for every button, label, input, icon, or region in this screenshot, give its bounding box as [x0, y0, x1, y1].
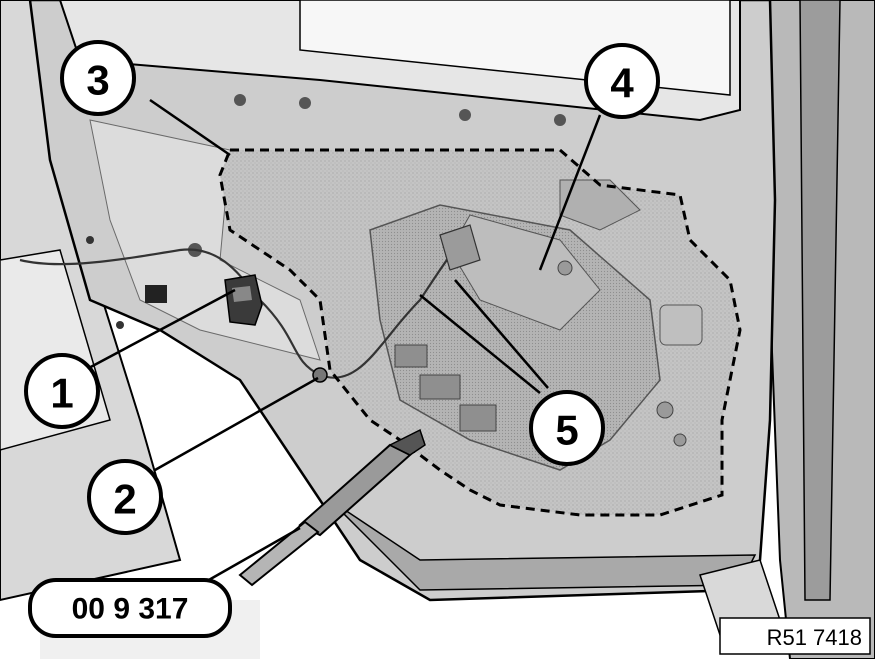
callout-5-label: 5 [555, 407, 578, 454]
figure-reference: R51 7418 [719, 617, 871, 655]
callout-1-label: 1 [50, 370, 73, 417]
callout-3-label: 3 [86, 57, 109, 104]
callout-4-label: 4 [610, 60, 634, 107]
callout-4: 4 [584, 43, 660, 119]
callout-2-label: 2 [113, 476, 136, 523]
tool-number-label: 00 9 317 [28, 578, 232, 638]
figure-reference-text: R51 7418 [767, 625, 862, 650]
callout-2: 2 [87, 459, 163, 535]
callout-1: 1 [24, 353, 100, 429]
special-tool [238, 428, 426, 587]
callout-3: 3 [60, 40, 136, 116]
plug-connector [224, 274, 263, 326]
tool-number-text: 00 9 317 [72, 593, 189, 626]
callout-5: 5 [529, 390, 605, 466]
leader-lines [84, 98, 602, 587]
